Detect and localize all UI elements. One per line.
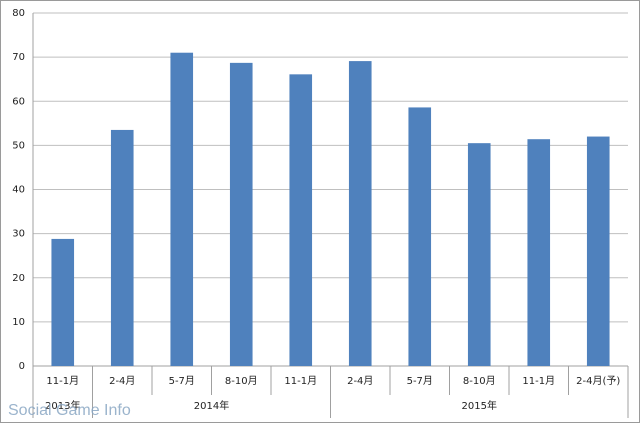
y-tick-label: 70 xyxy=(12,52,25,63)
group-label: 2015年 xyxy=(462,399,497,412)
x-tick-label: 2-4月 xyxy=(109,375,135,387)
x-tick-label: 8-10月 xyxy=(463,375,496,387)
bar xyxy=(586,136,610,366)
y-tick-label: 20 xyxy=(12,273,25,284)
x-tick-label: 2-4月(予) xyxy=(576,375,620,387)
y-tick-label: 30 xyxy=(12,229,25,240)
bar xyxy=(170,52,194,367)
bar xyxy=(467,143,491,366)
x-tick-label: 11-1月 xyxy=(284,375,317,387)
y-tick-label: 60 xyxy=(12,96,25,107)
y-tick-label: 50 xyxy=(12,140,25,151)
y-tick-label: 10 xyxy=(12,317,25,328)
group-label: 2013年 xyxy=(45,399,80,412)
bar xyxy=(527,139,551,366)
watermark: Social Game Info xyxy=(8,402,131,419)
x-tick-label: 5-7月 xyxy=(169,375,195,387)
group-label: 2014年 xyxy=(194,399,229,412)
y-tick-label: 40 xyxy=(12,185,25,196)
x-tick-label: 5-7月 xyxy=(407,375,433,387)
bar xyxy=(51,238,75,366)
y-tick-label: 0 xyxy=(19,361,25,372)
x-tick-label: 11-1月 xyxy=(522,375,555,387)
bar xyxy=(110,129,134,366)
x-tick-label: 8-10月 xyxy=(225,375,258,387)
bar xyxy=(348,61,372,366)
bar xyxy=(408,107,432,367)
x-tick-label: 2-4月 xyxy=(347,375,373,387)
bar xyxy=(229,62,253,367)
x-tick-label: 11-1月 xyxy=(46,375,79,387)
bar xyxy=(289,74,313,367)
y-tick-label: 80 xyxy=(12,8,25,19)
